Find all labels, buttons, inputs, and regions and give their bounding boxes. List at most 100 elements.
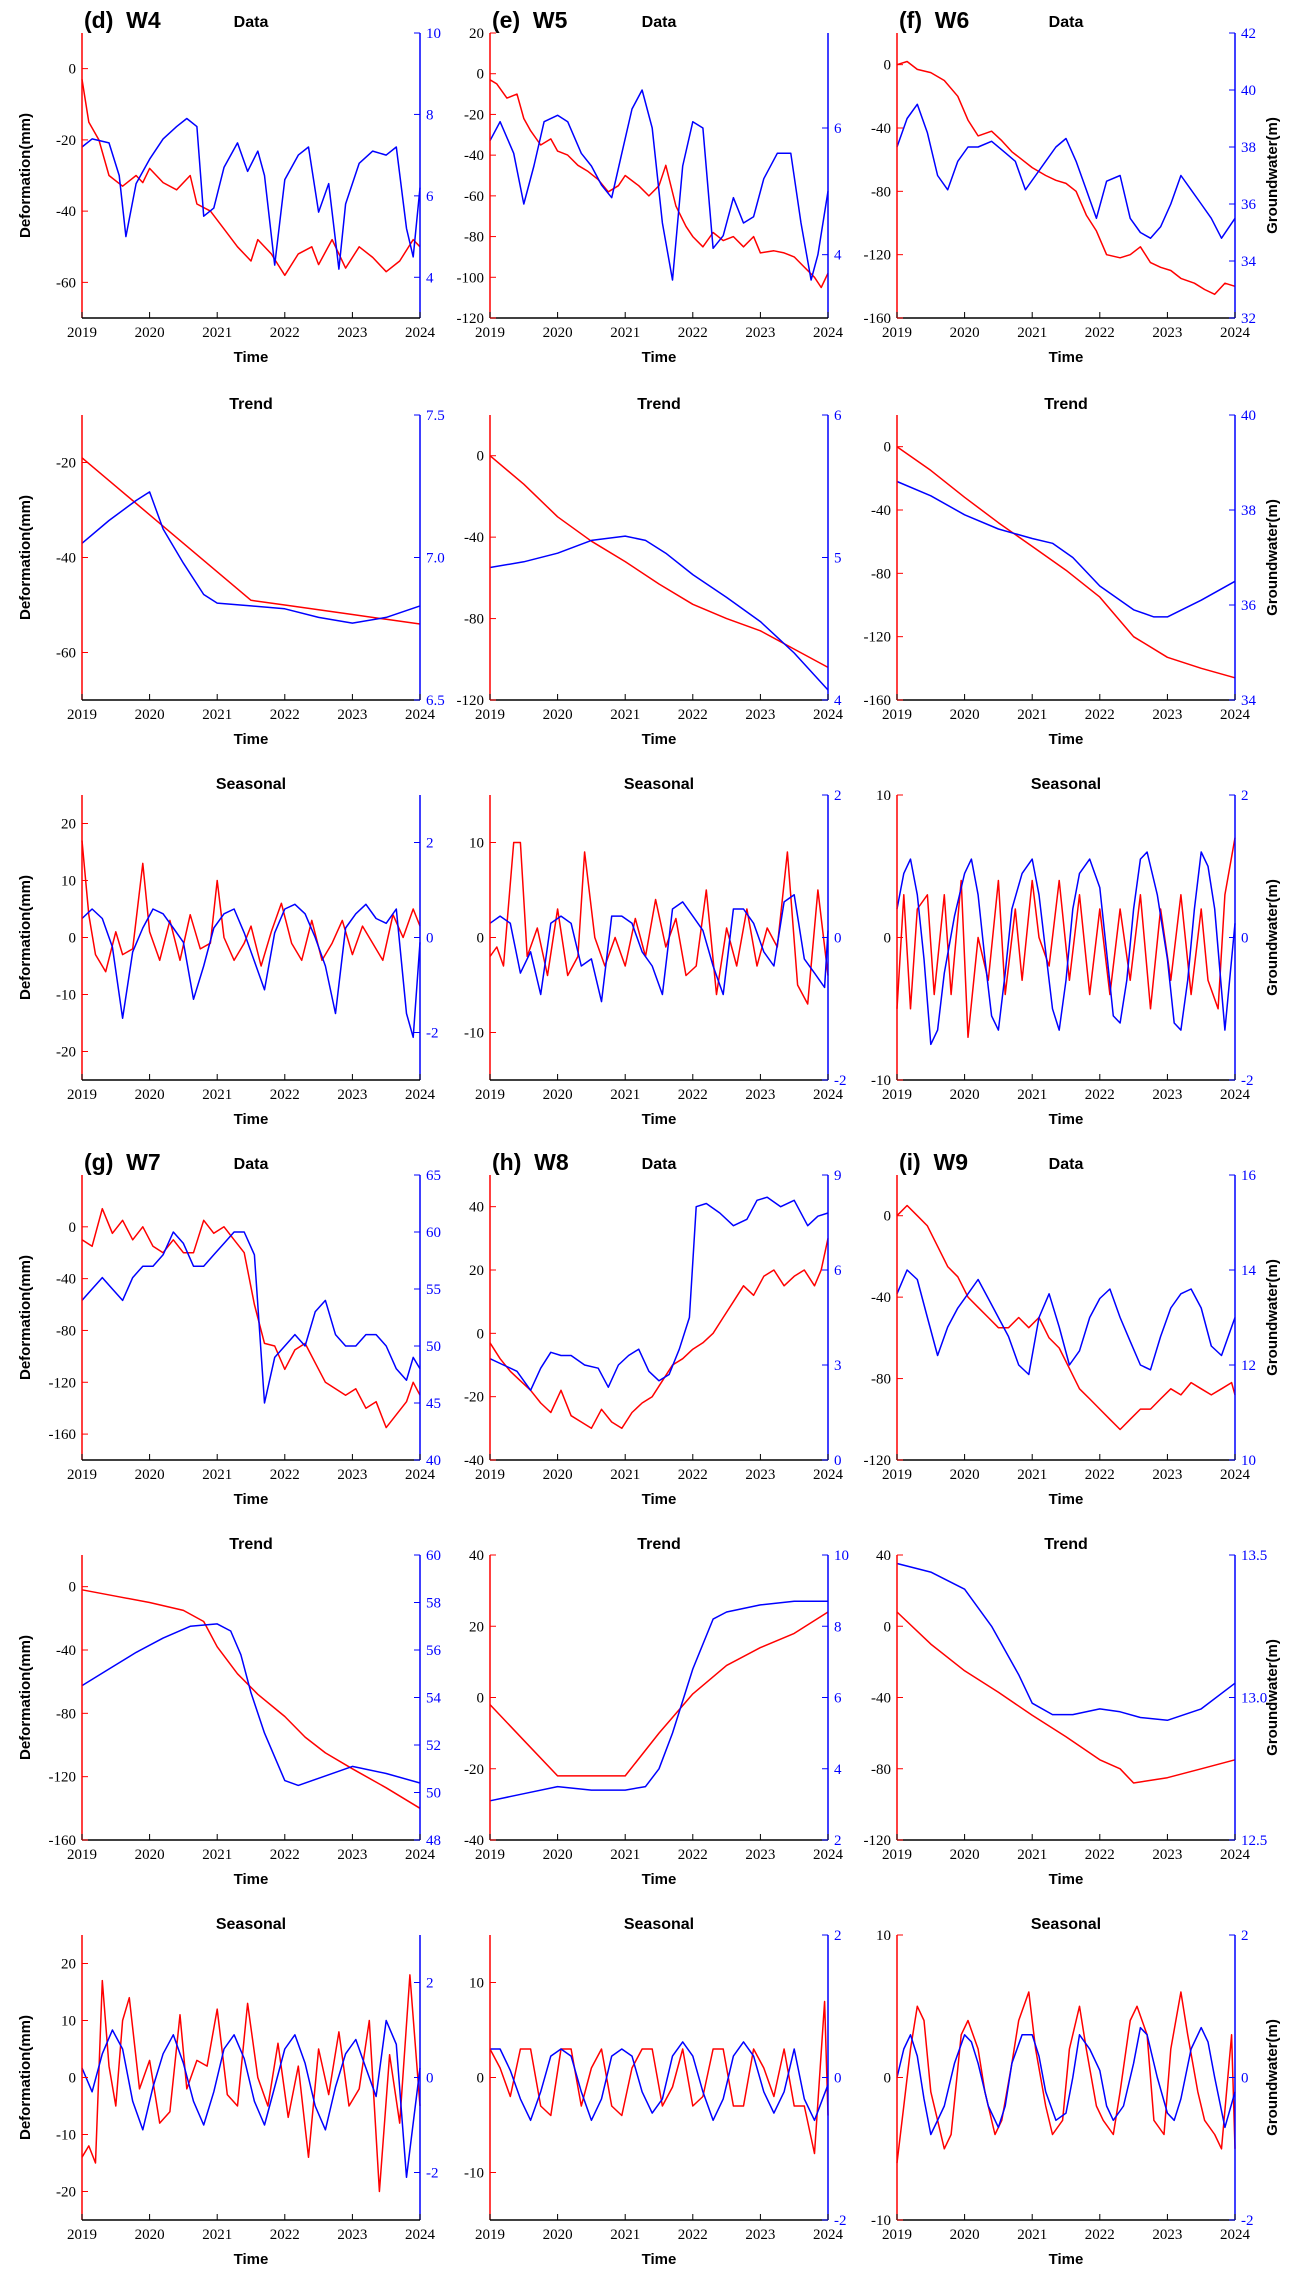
deformation-series-line bbox=[489, 455, 829, 669]
right-y-tick-label: 50 bbox=[426, 1339, 441, 1355]
x-axis-label: Time bbox=[234, 1111, 269, 1128]
left-y-tick-label: -120 bbox=[49, 1375, 77, 1391]
groundwater-series-line bbox=[489, 894, 829, 1003]
deformation-series-line bbox=[489, 841, 829, 1005]
left-y-tick-label: -120 bbox=[457, 311, 485, 327]
right-y-tick-label: -2 bbox=[1241, 1073, 1254, 1089]
x-tick-label: 2021 bbox=[1017, 325, 1047, 341]
left-y-tick-label: -40 bbox=[871, 1290, 891, 1306]
right-y-tick-label: 52 bbox=[426, 1738, 441, 1754]
groundwater-series-line bbox=[81, 1231, 421, 1404]
left-y-tick-label: 0 bbox=[884, 58, 892, 74]
x-tick-label: 2019 bbox=[882, 707, 912, 723]
x-axis-label: Time bbox=[1049, 1491, 1084, 1508]
deformation-series-line bbox=[896, 1611, 1236, 1784]
x-tick-label: 2021 bbox=[202, 1467, 232, 1483]
x-tick-label: 2020 bbox=[950, 707, 980, 723]
x-tick-label: 2020 bbox=[543, 1847, 573, 1863]
right-y-tick-label: 40 bbox=[1241, 408, 1256, 424]
left-y-tick-label: -40 bbox=[464, 1453, 484, 1469]
x-tick-label: 2021 bbox=[202, 325, 232, 341]
x-tick-label: 2021 bbox=[610, 1467, 640, 1483]
chart-title: Data bbox=[234, 1156, 269, 1173]
groundwater-series-line bbox=[81, 2019, 421, 2179]
right-y-tick-label: -2 bbox=[1241, 2213, 1254, 2229]
left-y-tick-label: -80 bbox=[464, 230, 484, 246]
x-tick-label: 2020 bbox=[950, 325, 980, 341]
x-tick-label: 2022 bbox=[1085, 1847, 1115, 1863]
right-y-tick-label: 14 bbox=[1241, 1263, 1257, 1279]
x-tick-label: 2023 bbox=[337, 1467, 367, 1483]
left-y-tick-label: -20 bbox=[464, 1762, 484, 1778]
right-y-tick-label: 0 bbox=[1241, 2071, 1249, 2087]
left-y-tick-label: 10 bbox=[61, 2014, 76, 2030]
left-y-tick-label: 0 bbox=[884, 931, 892, 947]
chart-title: Data bbox=[1049, 14, 1084, 31]
right-y-axis-label: Groundwater(m) bbox=[1264, 1639, 1281, 1756]
right-y-axis-label: Groundwater(m) bbox=[1264, 117, 1281, 234]
deformation-series-line bbox=[81, 1207, 421, 1429]
deformation-series-line bbox=[489, 1238, 829, 1430]
x-axis-label: Time bbox=[1049, 731, 1084, 748]
x-tick-label: 2022 bbox=[1085, 1467, 1115, 1483]
x-tick-label: 2024 bbox=[405, 1087, 436, 1103]
panel-label: (e) W5 bbox=[492, 7, 568, 33]
x-tick-label: 2021 bbox=[202, 1087, 232, 1103]
left-y-tick-label: -10 bbox=[464, 2166, 484, 2182]
left-y-tick-label: -120 bbox=[457, 693, 485, 709]
x-tick-label: 2019 bbox=[67, 1467, 97, 1483]
x-tick-label: 2021 bbox=[610, 325, 640, 341]
groundwater-series-line bbox=[896, 103, 1236, 239]
right-y-tick-label: 0 bbox=[834, 1453, 842, 1469]
x-tick-label: 2021 bbox=[1017, 1847, 1047, 1863]
groundwater-series-line bbox=[489, 535, 829, 691]
deformation-series-line bbox=[489, 79, 829, 289]
x-tick-label: 2022 bbox=[1085, 2227, 1115, 2243]
right-y-tick-label: 56 bbox=[426, 1643, 442, 1659]
left-y-tick-label: -40 bbox=[871, 121, 891, 137]
groundwater-series-line bbox=[490, 2041, 829, 2122]
x-tick-label: 2021 bbox=[202, 707, 232, 723]
panel-label: (f) W6 bbox=[899, 7, 969, 33]
right-y-tick-label: 8 bbox=[834, 1619, 842, 1635]
groundwater-series-line bbox=[489, 1196, 829, 1392]
x-tick-label: 2023 bbox=[1152, 1467, 1182, 1483]
chart-panel: 2019 2020 2021 2022 2023 2024 -20 -40 -60 6.5 7.0 7… bbox=[17, 396, 445, 748]
left-y-tick-label: 0 bbox=[477, 67, 485, 83]
left-y-tick-label: 20 bbox=[469, 1619, 484, 1635]
x-tick-label: 2022 bbox=[270, 1467, 300, 1483]
right-y-tick-label: 10 bbox=[1241, 1453, 1256, 1469]
chart-title: Seasonal bbox=[216, 776, 286, 793]
right-y-tick-label: 10 bbox=[834, 1548, 849, 1564]
x-tick-label: 2022 bbox=[678, 1467, 708, 1483]
x-tick-label: 2022 bbox=[270, 325, 300, 341]
groundwater-series-line bbox=[896, 1269, 1236, 1376]
x-axis-label: Time bbox=[234, 1871, 269, 1888]
x-tick-label: 2023 bbox=[745, 1467, 775, 1483]
deformation-series-line bbox=[81, 840, 421, 973]
x-tick-label: 2020 bbox=[950, 2227, 980, 2243]
x-tick-label: 2020 bbox=[543, 1087, 573, 1103]
x-tick-label: 2024 bbox=[813, 1087, 844, 1103]
right-y-tick-label: 9 bbox=[834, 1168, 842, 1184]
x-axis-label: Time bbox=[642, 2251, 677, 2268]
right-y-tick-label: 0 bbox=[426, 931, 434, 947]
panel-label: (g) W7 bbox=[84, 1149, 161, 1175]
x-axis-label: Time bbox=[642, 731, 677, 748]
x-tick-label: 2023 bbox=[1152, 707, 1182, 723]
x-tick-label: 2022 bbox=[270, 1087, 300, 1103]
right-y-tick-label: 40 bbox=[1241, 83, 1256, 99]
left-y-axis-label: Deformation(mm) bbox=[17, 495, 34, 620]
left-y-tick-label: 0 bbox=[477, 1691, 485, 1707]
left-y-tick-label: 10 bbox=[61, 874, 76, 890]
right-y-tick-label: 5 bbox=[834, 551, 842, 567]
left-y-axis-label: Deformation(mm) bbox=[17, 113, 34, 238]
left-y-axis-label: Deformation(mm) bbox=[17, 1635, 34, 1760]
left-y-tick-label: -40 bbox=[871, 1691, 891, 1707]
chart-title: Data bbox=[234, 14, 269, 31]
x-tick-label: 2024 bbox=[813, 1467, 844, 1483]
x-tick-label: 2021 bbox=[610, 707, 640, 723]
right-y-tick-label: 34 bbox=[1241, 693, 1257, 709]
groundwater-series-line bbox=[896, 2026, 1236, 2136]
x-tick-label: 2022 bbox=[678, 325, 708, 341]
